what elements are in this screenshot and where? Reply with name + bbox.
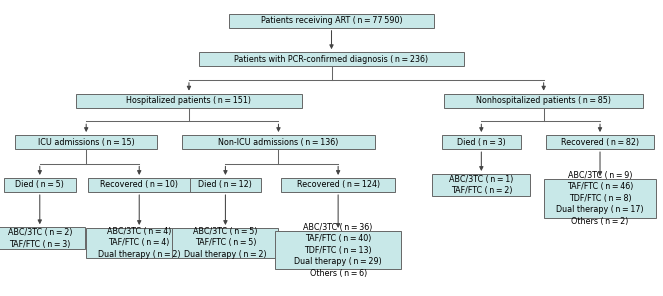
FancyBboxPatch shape — [172, 228, 278, 258]
Text: Died ( n = 12): Died ( n = 12) — [198, 181, 253, 189]
Text: Hospitalized patients ( n = 151): Hospitalized patients ( n = 151) — [127, 96, 251, 105]
FancyBboxPatch shape — [229, 14, 434, 28]
Text: Recovered ( n = 10): Recovered ( n = 10) — [100, 181, 178, 189]
FancyBboxPatch shape — [15, 135, 158, 149]
FancyBboxPatch shape — [190, 178, 261, 192]
Text: ABC/3TC ( n = 5)
TAF/FTC ( n = 5)
Dual therapy ( n = 2): ABC/3TC ( n = 5) TAF/FTC ( n = 5) Dual t… — [184, 227, 267, 259]
FancyBboxPatch shape — [544, 179, 656, 218]
FancyBboxPatch shape — [281, 178, 395, 192]
FancyBboxPatch shape — [86, 228, 192, 258]
Text: ABC/3TC ( n = 1)
TAF/FTC ( n = 2): ABC/3TC ( n = 1) TAF/FTC ( n = 2) — [449, 175, 514, 195]
Text: ABC/3TC ( n = 9)
TAF/FTC ( n = 46)
TDF/FTC ( n = 8)
Dual therapy ( n = 17)
Other: ABC/3TC ( n = 9) TAF/FTC ( n = 46) TDF/F… — [556, 171, 644, 226]
Text: Recovered ( n = 82): Recovered ( n = 82) — [561, 138, 639, 147]
Text: ICU admissions ( n = 15): ICU admissions ( n = 15) — [38, 138, 135, 147]
FancyBboxPatch shape — [444, 94, 643, 108]
Text: ABC/3TC ( n = 2)
TAF/FTC ( n = 3): ABC/3TC ( n = 2) TAF/FTC ( n = 3) — [7, 228, 72, 249]
FancyBboxPatch shape — [88, 178, 191, 192]
Text: Recovered ( n = 124): Recovered ( n = 124) — [296, 181, 380, 189]
FancyBboxPatch shape — [199, 52, 464, 66]
FancyBboxPatch shape — [432, 174, 530, 196]
Text: Non-ICU admissions ( n = 136): Non-ICU admissions ( n = 136) — [218, 138, 339, 147]
Text: Died ( n = 5): Died ( n = 5) — [15, 181, 64, 189]
FancyBboxPatch shape — [76, 94, 302, 108]
FancyBboxPatch shape — [0, 227, 85, 249]
Text: Patients receiving ART ( n = 77 590): Patients receiving ART ( n = 77 590) — [261, 16, 402, 25]
Text: Died ( n = 3): Died ( n = 3) — [457, 138, 506, 147]
Text: ABC/3TC ( n = 36)
TAF/FTC ( n = 40)
TDF/FTC ( n = 13)
Dual therapy ( n = 29)
Oth: ABC/3TC ( n = 36) TAF/FTC ( n = 40) TDF/… — [294, 223, 382, 278]
FancyBboxPatch shape — [546, 135, 654, 149]
FancyBboxPatch shape — [275, 231, 401, 269]
FancyBboxPatch shape — [182, 135, 375, 149]
FancyBboxPatch shape — [4, 178, 76, 192]
FancyBboxPatch shape — [442, 135, 521, 149]
Text: Patients with PCR-confirmed diagnosis ( n = 236): Patients with PCR-confirmed diagnosis ( … — [235, 55, 428, 64]
Text: Nonhospitalized patients ( n = 85): Nonhospitalized patients ( n = 85) — [476, 96, 611, 105]
Text: ABC/3TC ( n = 4)
TAF/FTC ( n = 4)
Dual therapy ( n = 2): ABC/3TC ( n = 4) TAF/FTC ( n = 4) Dual t… — [98, 227, 180, 259]
